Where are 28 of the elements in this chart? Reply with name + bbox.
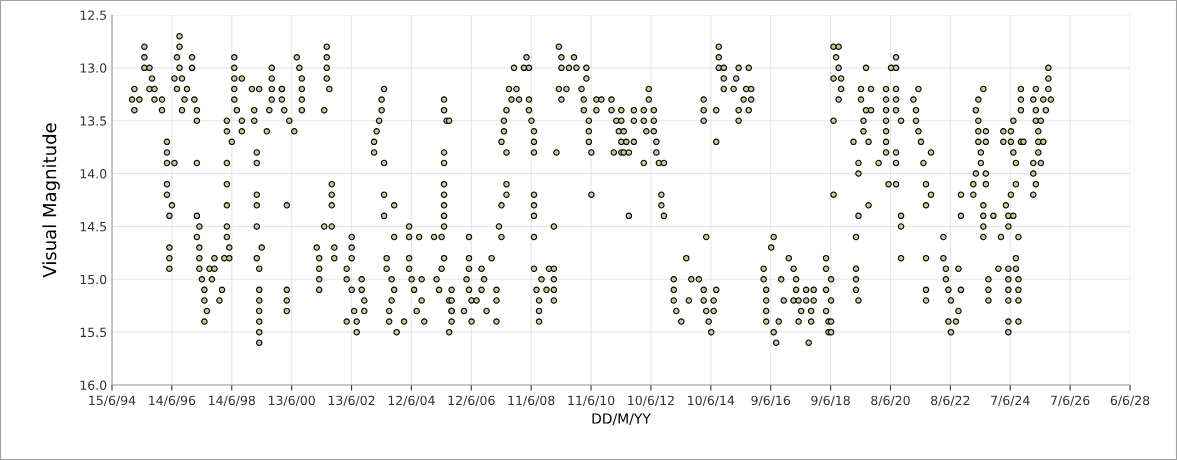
y-tick-label: 14.5 xyxy=(80,222,107,232)
x-tick-label: 9/6/18 xyxy=(811,395,850,407)
x-tick-label: 7/6/26 xyxy=(1051,395,1090,407)
y-tick-label: 16.0 xyxy=(80,380,107,390)
x-tick-label: 8/6/22 xyxy=(931,395,970,407)
y-tick-label: 15.5 xyxy=(80,327,107,338)
y-tick-label: 15.0 xyxy=(80,274,107,285)
x-tick-label: 7/6/24 xyxy=(991,395,1030,407)
x-tick-label: 8/6/20 xyxy=(871,395,910,407)
x-tick-label: 10/6/12 xyxy=(628,395,674,407)
y-tick-label: 12.5 xyxy=(80,10,107,20)
x-axis-title: DD/M/YY xyxy=(592,413,651,425)
x-tick-label: 11/6/10 xyxy=(568,395,615,407)
x-tick-label: 14/6/98 xyxy=(209,395,255,407)
y-tick-label: 13.0 xyxy=(80,63,107,73)
x-tick-label: 11/6/08 xyxy=(508,395,555,407)
y-tick-label: 14.0 xyxy=(80,169,107,179)
y-axis-title: Visual Magnitude xyxy=(42,123,60,278)
x-tick-label: 13/6/02 xyxy=(328,395,375,407)
x-tick-label: 14/6/96 xyxy=(149,395,196,407)
y-tick-label: 13.5 xyxy=(80,116,107,126)
x-tick-label: 12/6/06 xyxy=(448,395,495,407)
x-tick-label: 12/6/04 xyxy=(388,395,435,407)
x-tick-label: 10/6/14 xyxy=(688,395,735,407)
x-tick-label: 9/6/16 xyxy=(751,395,791,407)
x-tick-label: 6/6/28 xyxy=(1110,395,1150,407)
x-tick-label: 15/6/94 xyxy=(89,395,136,407)
x-tick-label: 13/6/00 xyxy=(268,395,315,407)
